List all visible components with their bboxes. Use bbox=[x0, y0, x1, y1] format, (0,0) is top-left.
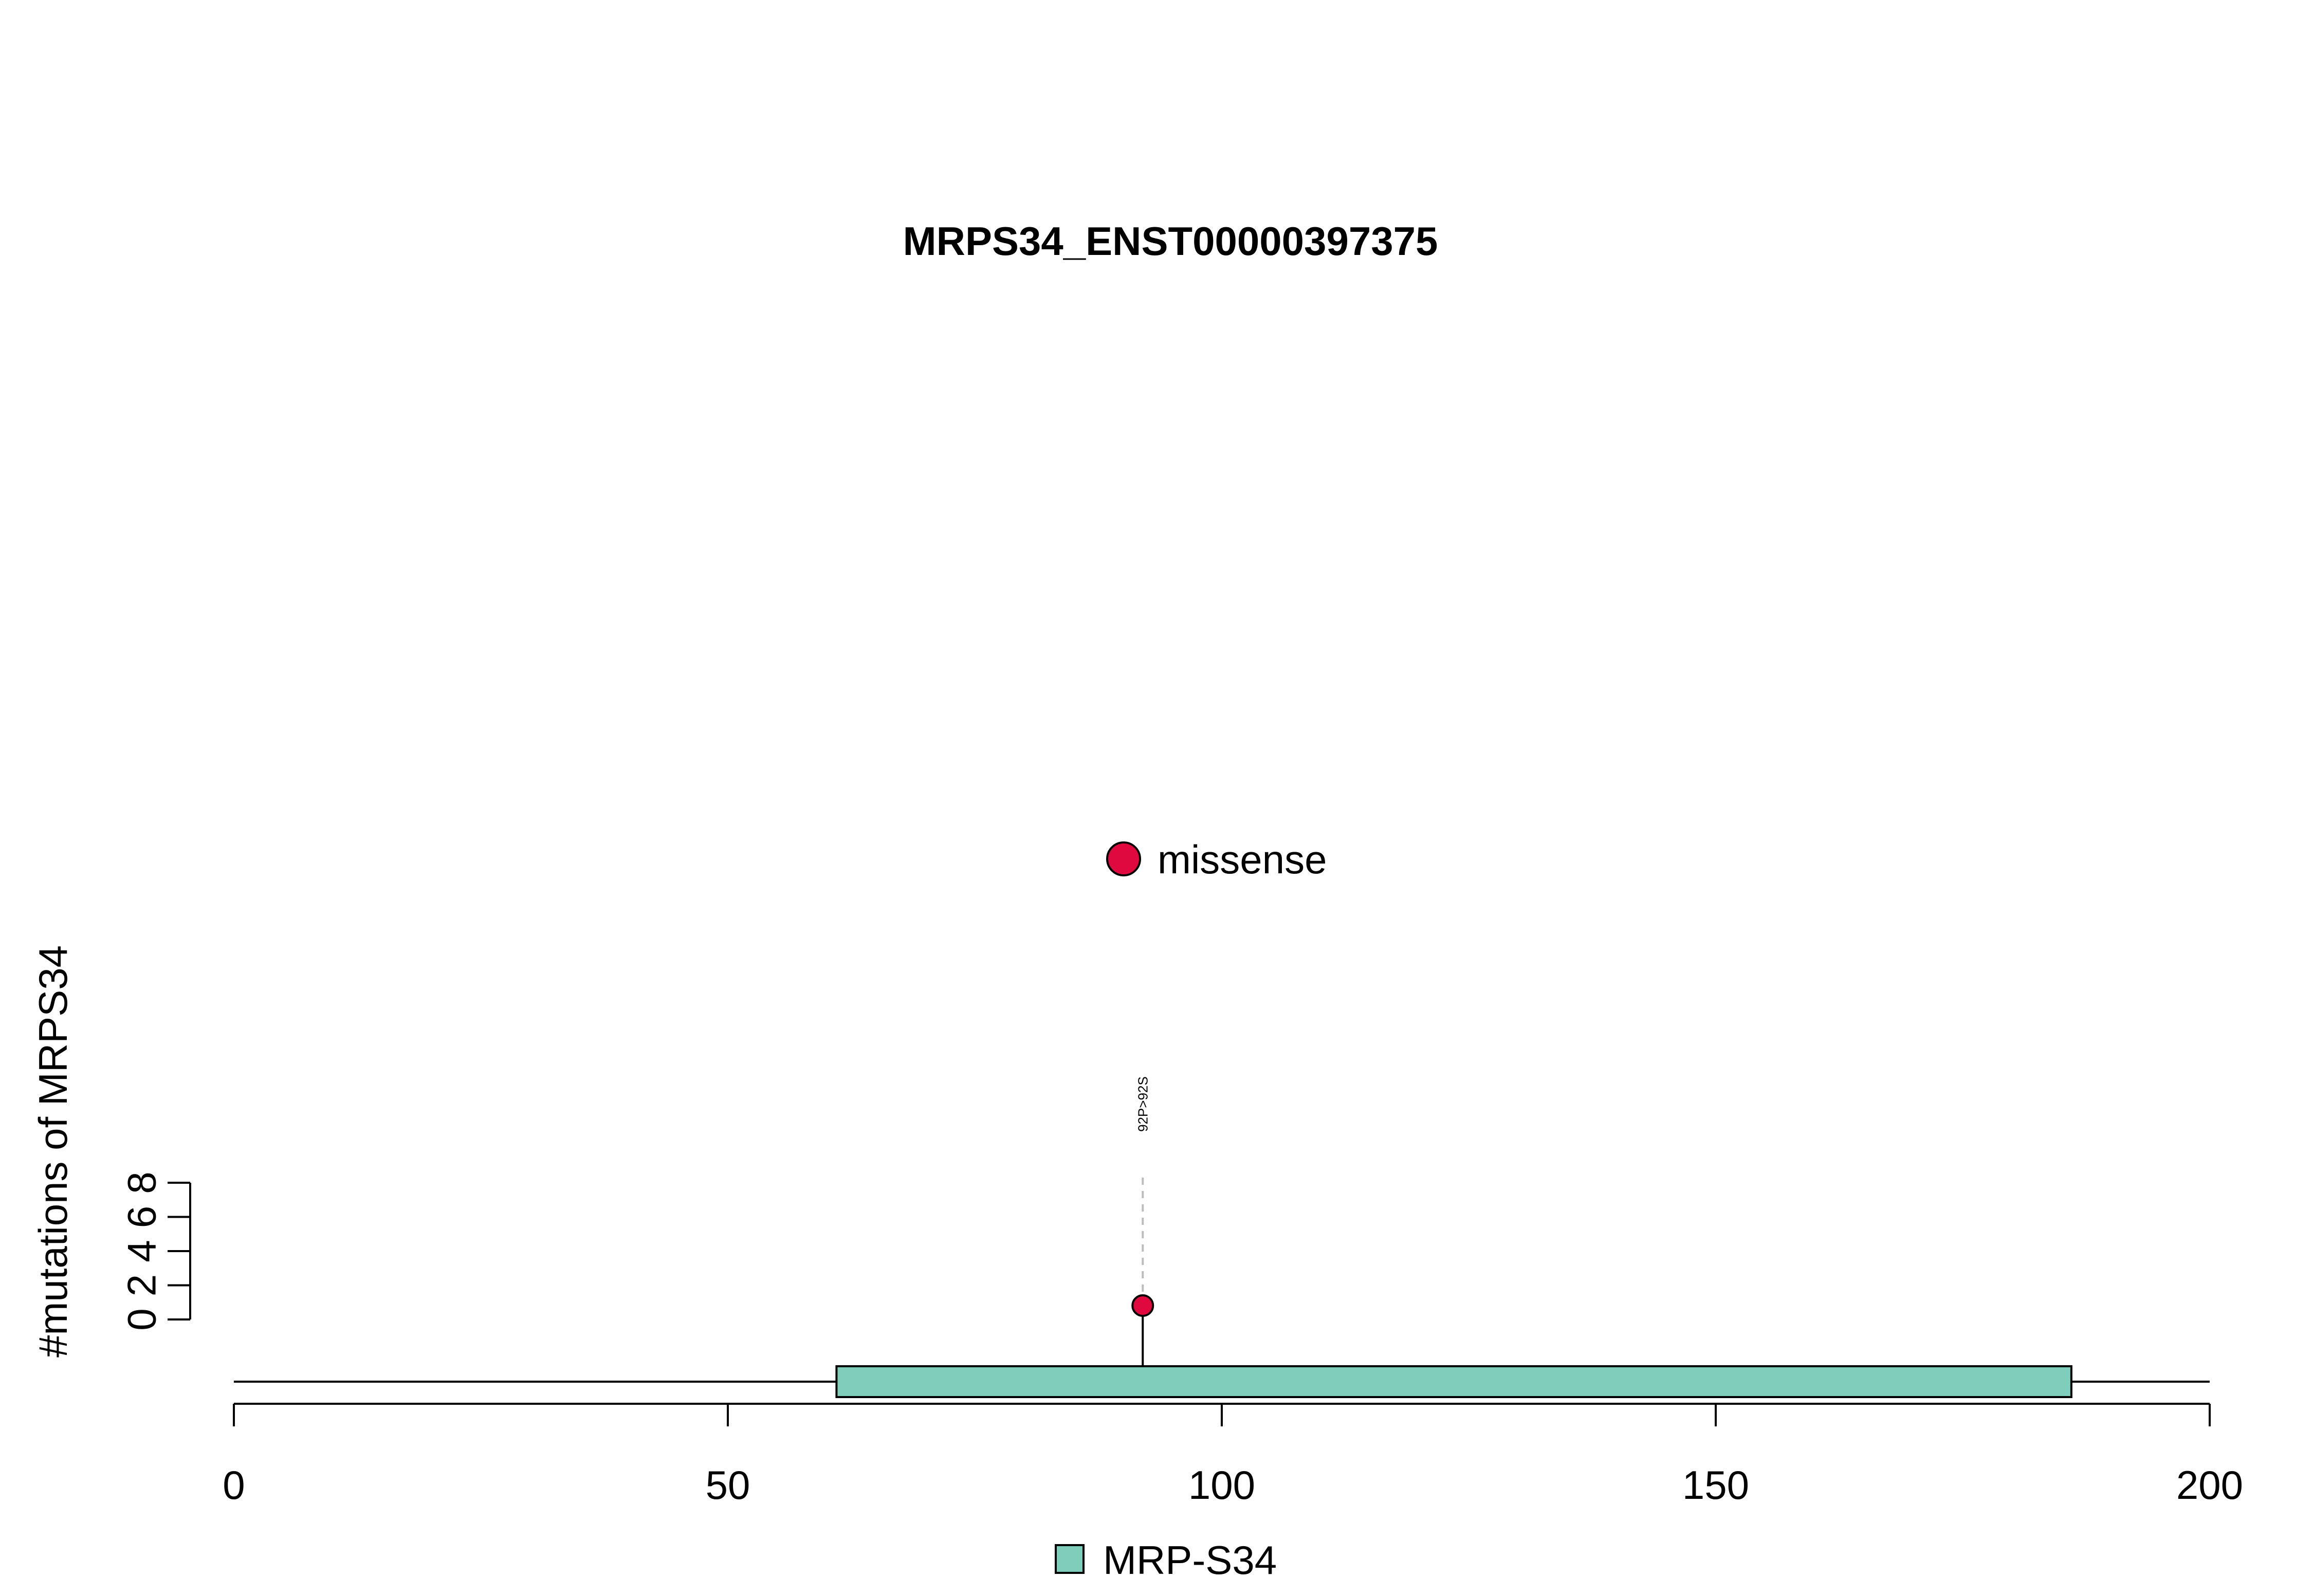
mutation-point bbox=[1131, 1294, 1154, 1317]
y-tick-label: 6 bbox=[119, 1206, 164, 1228]
x-axis: 0 50 100 150 200 bbox=[223, 1403, 2243, 1508]
domain-box bbox=[835, 1365, 2072, 1398]
legend-bottom: MRP-S34 bbox=[1055, 1537, 1277, 1583]
y-axis-label: #mutations of MRPS34 bbox=[30, 945, 76, 1357]
legend-domain-swatch bbox=[1055, 1544, 1085, 1574]
mutations-layer: 92P>92S bbox=[1131, 1076, 1154, 1382]
legend-missense-marker bbox=[1106, 841, 1141, 876]
legend-missense-label: missense bbox=[1158, 837, 1327, 882]
y-tick-label: 0 bbox=[119, 1308, 164, 1330]
x-tick-label: 0 bbox=[223, 1462, 245, 1508]
x-tick-label: 150 bbox=[1682, 1462, 1749, 1508]
legend-domain-label: MRP-S34 bbox=[1103, 1537, 1277, 1583]
protein-backbone bbox=[234, 1365, 2210, 1398]
y-tick-label: 8 bbox=[119, 1171, 164, 1194]
x-tick-label: 50 bbox=[706, 1462, 750, 1508]
x-tick-label: 100 bbox=[1188, 1462, 1255, 1508]
chart-title: MRPS34_ENST00000397375 bbox=[903, 218, 1438, 264]
mutation-label: 92P>92S bbox=[1135, 1076, 1150, 1132]
y-axis: 0 2 4 6 8 bbox=[119, 1171, 191, 1331]
x-tick-label: 200 bbox=[2176, 1462, 2243, 1508]
y-tick-label: 4 bbox=[119, 1240, 164, 1262]
legend-top: missense bbox=[1106, 837, 1327, 882]
y-tick-label: 2 bbox=[119, 1274, 164, 1296]
